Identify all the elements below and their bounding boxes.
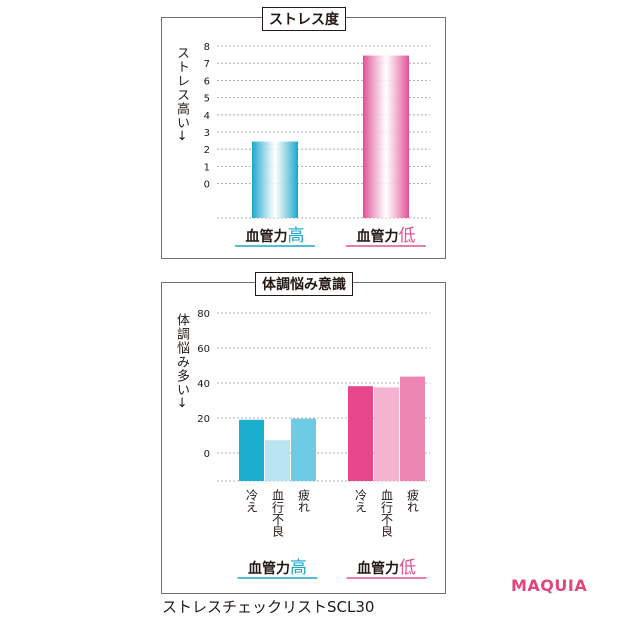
stress-y-tick: 4 [204, 111, 210, 122]
concern-bar [291, 418, 316, 481]
stress-category-label: 血管力高 [246, 226, 305, 246]
stress-y-tick: 3 [204, 128, 210, 139]
stress-bar [252, 141, 298, 218]
concern-bar [348, 386, 373, 481]
concern-bar-label: 血行不良 [271, 489, 285, 538]
concern-chart-panel: 体調悩み意識 体調悩み多い→ 80 60 40 20 0 冷え 血行不良 疲れ 血管力高 冷え 血行… [161, 272, 446, 594]
concern-y-tick: 20 [197, 414, 210, 425]
up-arrow-icon: → [174, 397, 189, 409]
concern-category-label: 血管力低 [357, 558, 416, 578]
source-caption: ストレスチェックリストSCL30 [162, 598, 375, 616]
maquia-logo: MAQUIA [511, 576, 588, 595]
up-arrow-icon: → [174, 130, 189, 142]
concern-bar-label: 冷え [245, 489, 259, 513]
concern-bar [239, 419, 264, 481]
stress-y-tick: 6 [204, 76, 210, 87]
stress-y-tick: 2 [204, 145, 210, 156]
stress-y-tick: 5 [204, 94, 210, 105]
stress-category-label: 血管力低 [357, 226, 416, 246]
concern-y-label: 体調悩み多い [174, 313, 189, 397]
concern-y-tick: 40 [197, 379, 210, 390]
stress-y-tick: 7 [204, 59, 210, 70]
concern-y-tick: 0 [204, 449, 210, 460]
concern-bar [374, 387, 399, 481]
stress-chart-title: ストレス度 [262, 7, 346, 31]
concern-category-label: 血管力高 [248, 558, 307, 578]
stress-chart-panel: ストレス度 ストレス高い→ 8 7 6 5 4 3 2 1 0 血管力高 血管力低 [161, 7, 446, 259]
concern-y-tick: 60 [197, 344, 210, 355]
concern-bar-label: 血行不良 [380, 489, 394, 538]
stress-y-tick: 0 [204, 180, 210, 191]
stress-bar [363, 55, 409, 218]
concern-chart-title: 体調悩み意識 [255, 272, 353, 296]
concern-bar-label: 疲れ [406, 488, 420, 513]
concern-bar-label: 疲れ [297, 488, 311, 513]
stress-y-tick: 8 [204, 42, 210, 53]
concern-bar [265, 440, 290, 481]
stress-y-label: ストレス高い [174, 46, 189, 130]
stress-y-tick: 1 [204, 162, 210, 173]
concern-y-tick: 80 [197, 309, 210, 320]
concern-bar-label: 冷え [354, 489, 368, 513]
concern-bar [400, 376, 425, 481]
stress-chart-svg: 8 7 6 5 4 3 2 1 0 血管力高 血管力低 [204, 42, 430, 247]
